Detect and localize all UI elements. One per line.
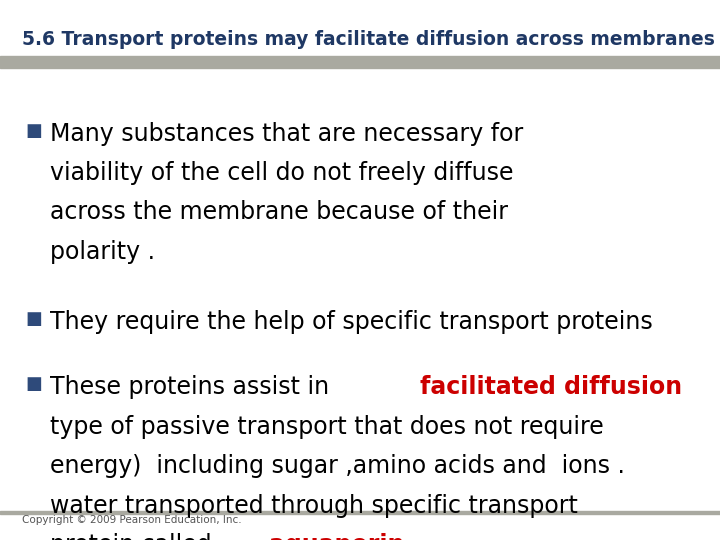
Text: energy)  including sugar ,amino acids and  ions .: energy) including sugar ,amino acids and…	[50, 454, 625, 478]
Text: water transported through specific transport: water transported through specific trans…	[50, 494, 578, 517]
Text: type of passive transport that does not require: type of passive transport that does not …	[50, 415, 604, 438]
Text: These proteins assist in: These proteins assist in	[50, 375, 337, 399]
Bar	[0, 56, 720, 68]
Bar	[0, 511, 720, 514]
Text: Many substances that are necessary for: Many substances that are necessary for	[50, 122, 523, 145]
Text: ■: ■	[25, 375, 42, 393]
Text: viability of the cell do not freely diffuse: viability of the cell do not freely diff…	[50, 161, 514, 185]
Text: aquaporin: aquaporin	[269, 533, 404, 540]
Text: polarity .: polarity .	[50, 240, 156, 264]
Text: 5.6 Transport proteins may facilitate diffusion across membranes: 5.6 Transport proteins may facilitate di…	[22, 30, 714, 49]
Text: facilitated diffusion: facilitated diffusion	[420, 375, 683, 399]
Text: They require the help of specific transport proteins: They require the help of specific transp…	[50, 310, 653, 334]
Text: protein called: protein called	[50, 533, 220, 540]
Text: ■: ■	[25, 310, 42, 328]
Text: Copyright © 2009 Pearson Education, Inc.: Copyright © 2009 Pearson Education, Inc.	[22, 515, 241, 525]
Text: ■: ■	[25, 122, 42, 139]
Text: across the membrane because of their: across the membrane because of their	[50, 200, 508, 224]
